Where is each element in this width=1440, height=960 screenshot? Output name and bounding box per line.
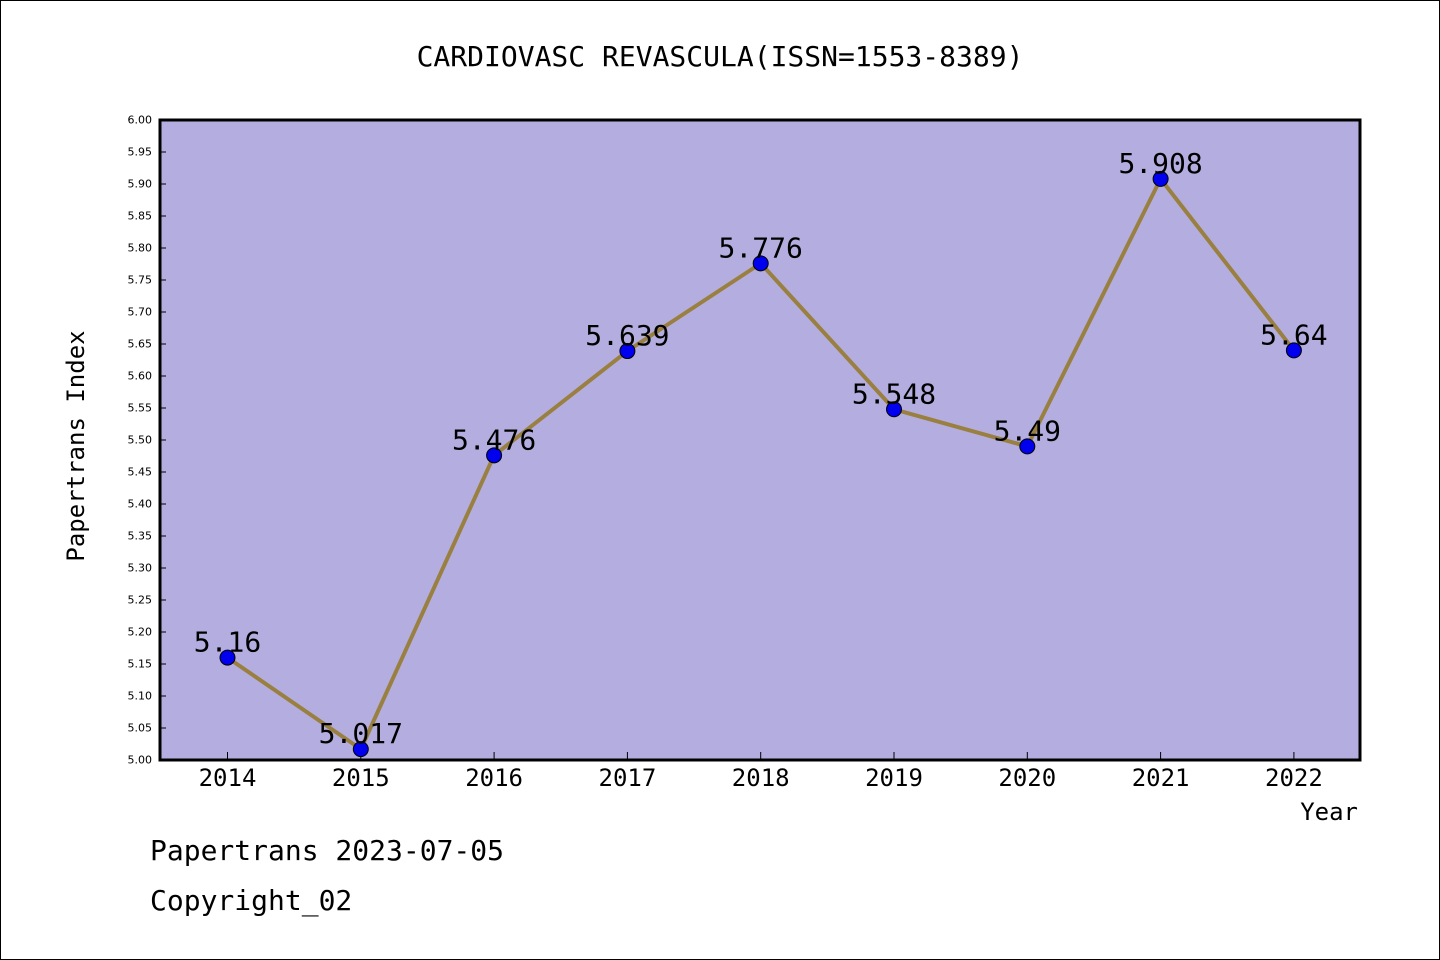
y-tick-label: 5.40 [128,498,153,511]
y-tick-label: 5.85 [128,210,153,223]
data-label: 5.776 [719,231,803,264]
x-tick-label: 2020 [998,764,1056,792]
chart-title: CARDIOVASC REVASCULA(ISSN=1553-8389) [417,40,1024,73]
y-tick-label: 5.70 [128,306,153,319]
data-label: 5.49 [994,414,1061,447]
y-tick-label: 5.75 [128,274,153,287]
data-point [886,401,902,418]
y-tick-label: 5.50 [128,434,153,447]
data-point [752,255,769,272]
x-tick-label: 2015 [332,764,390,792]
data-label: 5.16 [194,626,261,659]
y-tick-label: 5.20 [128,626,153,639]
data-point [1285,342,1302,359]
data-point [1019,438,1036,455]
x-tick-label: 2016 [465,764,523,792]
y-tick-label: 5.90 [128,178,153,191]
footer-date: Papertrans 2023-07-05 [150,834,505,867]
x-tick-label: 2022 [1265,764,1323,792]
y-axis-label: Papertrans Index [62,330,90,561]
data-label: 5.017 [319,717,403,750]
y-tick-label: 5.65 [128,338,153,351]
x-axis-label: Year [1300,798,1358,826]
data-label: 5.908 [1118,147,1202,180]
plot-area [158,118,1362,762]
y-tick-label: 5.10 [128,690,153,703]
x-tick-label: 2018 [732,764,790,792]
data-labels: 5.16 5.017 5.476 5.639 5.776 5.548 5.49 5.908 5.… [194,147,1328,750]
series-line [219,170,1302,758]
y-tick-label: 5.95 [128,146,153,159]
x-tick-label: 2014 [199,764,257,792]
y-tick-label: 5.30 [128,562,153,575]
y-tick-label: 5.25 [128,594,153,607]
y-tick-label: 6.00 [128,114,153,127]
y-tick-label: 5.35 [128,530,153,543]
x-tick-label: 2017 [599,764,657,792]
data-point [1152,170,1169,187]
x-tick-label: 2021 [1132,764,1190,792]
x-tick-label: 2019 [865,764,923,792]
y-tick-label: 5.05 [128,722,153,735]
data-point [619,343,636,360]
x-axis: 2014 2015 2016 2017 2018 2019 2020 2021 2022 [199,752,1323,792]
y-tick-label: 5.80 [128,242,153,255]
data-point [219,649,236,666]
y-tick-label: 5.60 [128,370,153,383]
y-axis: 5.00 5.05 5.10 5.15 5.20 5.25 5.30 5.35 5.40 5.45… [128,114,166,767]
data-label: 5.476 [452,423,536,456]
data-label: 5.64 [1260,318,1327,351]
y-tick-label: 5.15 [128,658,153,671]
data-label: 5.548 [852,377,936,410]
data-point [486,447,503,464]
data-point [352,741,369,758]
y-tick-label: 5.55 [128,402,153,415]
y-tick-label: 5.45 [128,466,153,479]
data-label: 5.639 [585,319,669,352]
footer-copyright: Copyright_02 [150,884,353,917]
y-tick-label: 5.00 [128,754,153,767]
